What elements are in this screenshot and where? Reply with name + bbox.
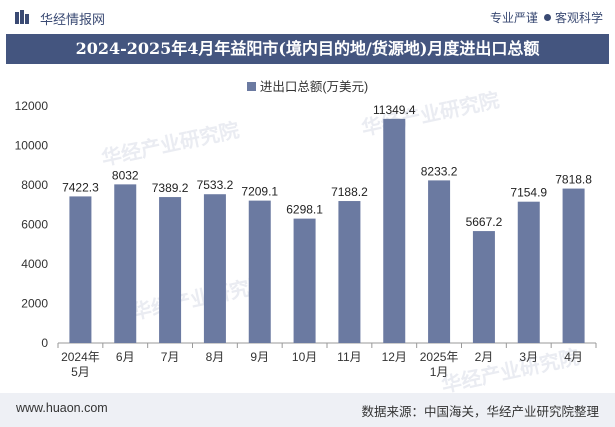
top-bar: 华经情报网 专业严谨 客观科学	[0, 0, 615, 34]
data-label: 7154.9	[510, 186, 547, 200]
data-label: 7209.1	[241, 185, 278, 199]
data-label: 8233.2	[421, 164, 458, 178]
x-tick-label: 9月	[250, 350, 269, 364]
data-label: 7188.2	[331, 185, 368, 199]
x-tick-label: 4月	[564, 350, 583, 364]
bar-chart: 0 2000 4000 6000 8000 10000 12000 7422.3 2024年5月…	[15, 99, 597, 379]
data-label: 7389.2	[152, 181, 189, 195]
slogan: 专业严谨 客观科学	[490, 9, 603, 26]
data-label: 7533.2	[197, 178, 234, 192]
x-tick-label: 12月	[382, 350, 407, 364]
brand-logo-icon	[15, 10, 29, 24]
bar	[338, 201, 361, 343]
chart-legend: 进出口总额(万美元)	[0, 76, 615, 95]
data-label: 7422.3	[62, 180, 99, 194]
bar	[383, 118, 406, 343]
slogan-right: 客观科学	[554, 11, 603, 25]
x-tick-label: 6月	[116, 350, 135, 364]
slogan-left: 专业严谨	[489, 11, 538, 25]
y-tick-label: 8000	[21, 178, 48, 192]
x-tick-label: 8月	[206, 350, 225, 364]
legend-swatch	[246, 82, 256, 91]
bar	[248, 200, 271, 343]
y-tick-label: 6000	[21, 218, 48, 232]
data-label: 5667.2	[466, 215, 503, 229]
x-tick-label: 3月	[519, 350, 538, 364]
bar	[203, 194, 226, 343]
footer-source: 数据来源：中国海关，华经产业研究院整理	[361, 405, 599, 419]
data-label: 11349.4	[373, 103, 416, 117]
x-tick-label: 2025年	[420, 350, 459, 364]
x-tick-label: 2月	[475, 350, 494, 364]
x-tick-label: 1月	[430, 365, 449, 379]
y-tick-label: 10000	[15, 139, 49, 153]
y-tick-label: 0	[41, 336, 48, 350]
footer-url: www.huaon.com	[16, 401, 108, 415]
chart-title: 2024-2025年4月年益阳市(境内目的地/货源地)月度进出口总额	[6, 34, 609, 64]
data-label: 6298.1	[286, 203, 323, 217]
bar	[69, 196, 92, 343]
bar	[293, 218, 316, 343]
bar	[517, 201, 540, 343]
footer: www.huaon.com 数据来源：中国海关，华经产业研究院整理	[0, 393, 615, 427]
bar	[472, 231, 495, 343]
x-tick-label: 11月	[337, 350, 361, 364]
bar	[428, 180, 451, 343]
data-label: 8032	[112, 168, 139, 182]
bar	[159, 197, 182, 343]
bar	[562, 188, 585, 343]
bar	[114, 184, 137, 343]
legend-label: 进出口总额(万美元)	[259, 80, 369, 94]
data-label: 7818.8	[555, 173, 592, 187]
x-tick-label: 5月	[71, 365, 90, 379]
y-tick-label: 4000	[21, 257, 48, 271]
slogan-dot-icon	[543, 14, 551, 21]
y-tick-label: 2000	[21, 297, 48, 311]
x-tick-label: 2024年	[61, 350, 100, 364]
x-tick-label: 10月	[292, 350, 317, 364]
y-tick-label: 12000	[15, 99, 49, 113]
brand-name: 华经情报网	[40, 12, 106, 27]
x-tick-label: 7月	[161, 350, 180, 364]
